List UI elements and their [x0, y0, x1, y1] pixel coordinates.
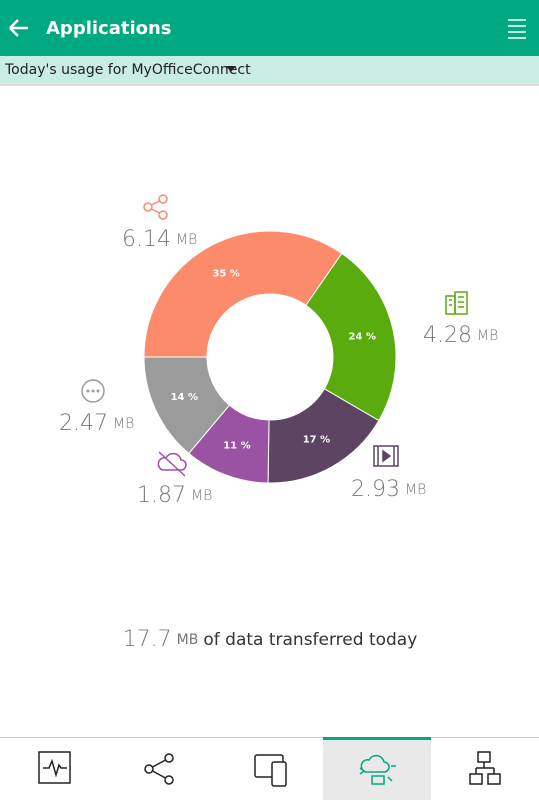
nav-tab[interactable]	[359, 754, 396, 785]
size-label: 2.47 MB	[59, 411, 134, 436]
percent-label: 11 %	[223, 441, 250, 452]
subheader-bar	[0, 56, 539, 84]
dropdown-caret[interactable]	[226, 66, 236, 72]
slice-icon	[445, 291, 468, 315]
menu-button[interactable]	[508, 19, 526, 39]
donut-slice	[143, 356, 231, 455]
percent-label: 17 %	[303, 434, 330, 445]
percent-label: 14 %	[171, 392, 198, 403]
slice-icon	[157, 451, 187, 477]
page-title: Applications	[46, 18, 172, 39]
nav-tab[interactable]	[38, 751, 71, 784]
donut-slice	[305, 252, 397, 422]
active-tab-bg	[323, 738, 431, 800]
back-button[interactable]	[9, 19, 28, 37]
app-bar	[0, 0, 539, 56]
nav-tab[interactable]	[144, 753, 174, 785]
usage-dropdown[interactable]: Today's usage for MyOfficeConnect	[4, 62, 251, 78]
nav-tab[interactable]	[254, 754, 287, 787]
bottom-nav	[0, 737, 539, 800]
percent-label: 24 %	[349, 332, 376, 343]
subheader-shadow	[0, 84, 539, 86]
slice-icon	[81, 379, 105, 403]
slice-icon	[143, 194, 168, 220]
slice-icon	[373, 445, 399, 467]
size-label: 6.14 MB	[122, 227, 197, 252]
size-label: 1.87 MB	[137, 483, 212, 508]
donut-slice	[143, 230, 343, 358]
size-label: 2.93 MB	[351, 477, 426, 502]
percent-label: 35 %	[212, 268, 239, 279]
donut-chart: 35 % 24 % 17 % 11 % 14 %	[143, 230, 397, 484]
nav-tab[interactable]	[469, 751, 501, 785]
active-tab-indicator	[323, 737, 431, 740]
size-label: 4.28 MB	[423, 323, 498, 348]
total-summary: 17.7 MB of data transferred today	[123, 627, 418, 652]
